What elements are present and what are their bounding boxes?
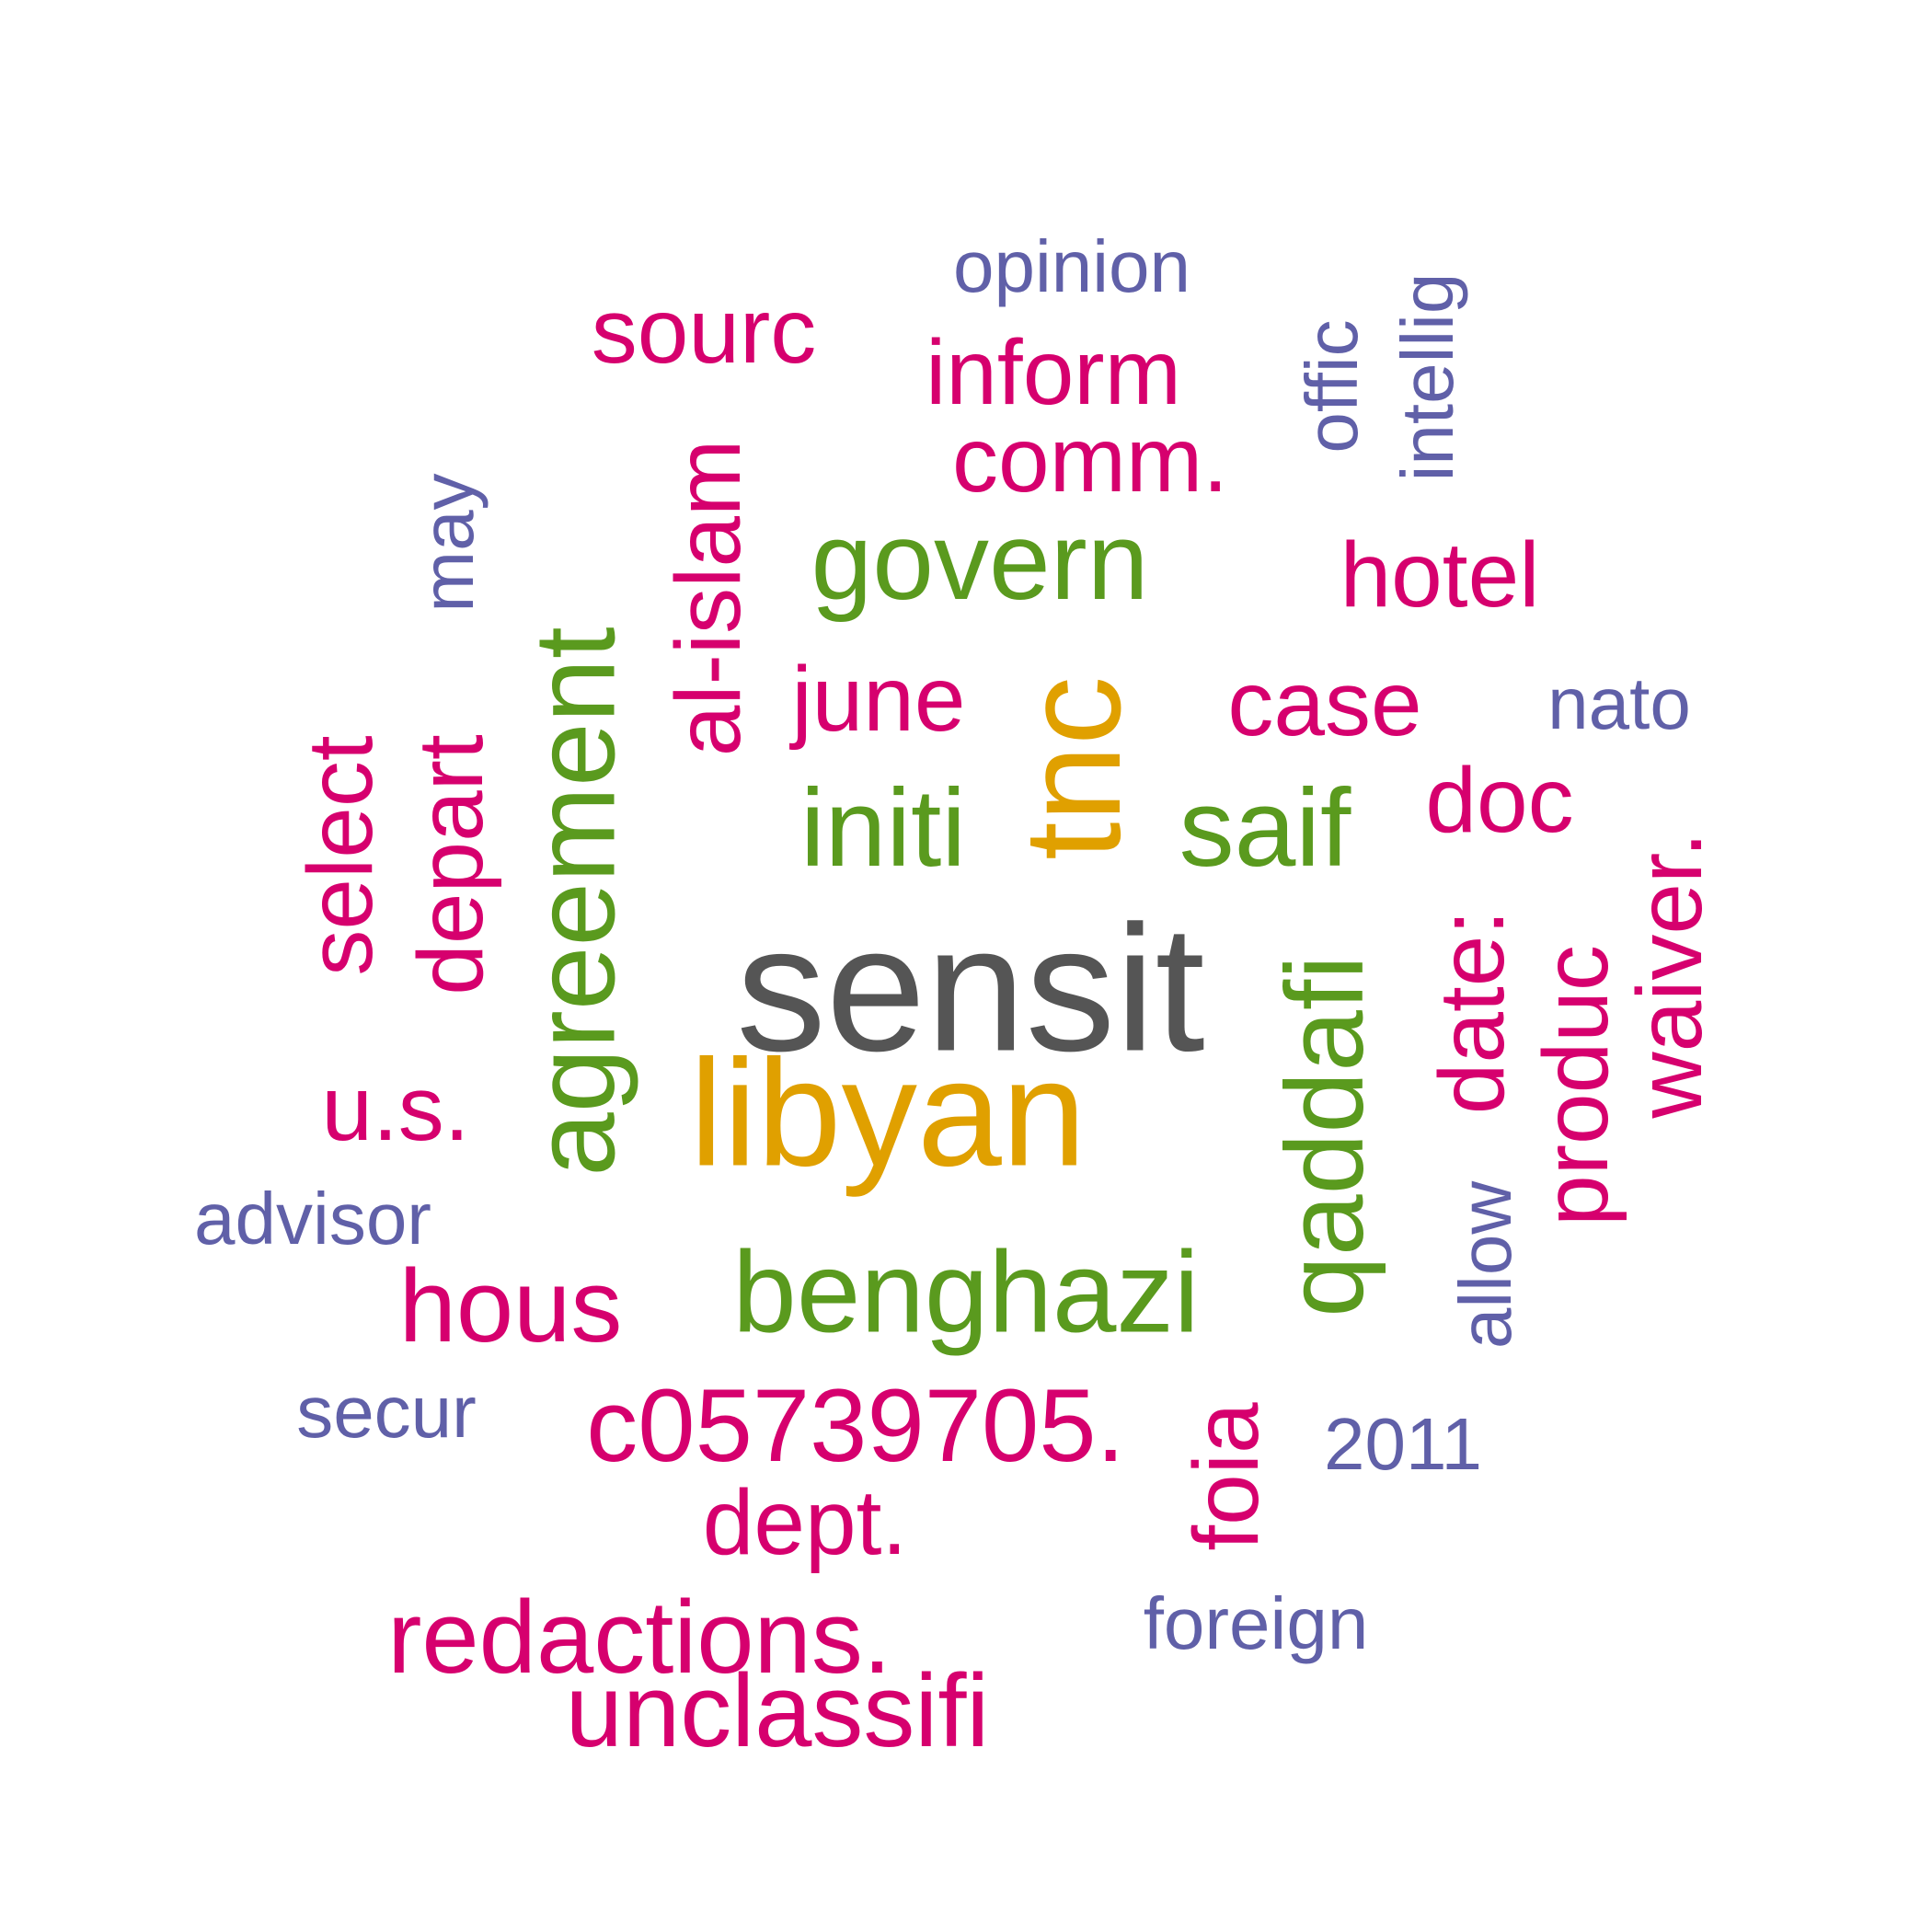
word-nato: nato [1547,662,1691,744]
word-inform: inform [926,321,1181,424]
word-c05739705: c05739705. [586,1368,1125,1483]
word-foia: foia [1175,1402,1278,1551]
word-sourc: sourc [591,280,817,383]
word-case: case [1227,652,1422,755]
word-unclassifi: unclassifi [565,1653,990,1768]
word-sensit: sensit [736,888,1205,1089]
word-comm: comm. [952,408,1228,512]
word-hous: hous [398,1248,623,1363]
word-produc: produc [1524,945,1627,1226]
word-hotel: hotel [1340,523,1540,627]
word-benghazi: benghazi [732,1228,1200,1357]
word-saif: saif [1179,766,1351,890]
word-offic: offic [1291,319,1373,454]
word-june: june [791,648,966,751]
word-al-islam: al-islam [657,439,760,757]
word-may: may [407,473,489,613]
word-redactions: redactions. [387,1580,891,1695]
word-initi: initi [799,766,967,890]
word-qaddafi: qaddafi [1263,955,1386,1317]
word-secur: secur [296,1371,477,1453]
word-govern: govern [811,500,1149,623]
word-advisor: advisor [194,1178,431,1259]
word-u-s: u.s. [321,1057,470,1160]
word-select: select [289,735,392,976]
word-allow: allow [1444,1180,1526,1350]
word-tnc: tnc [995,675,1149,861]
word-opinion: opinion [952,225,1191,307]
word-agreement: agreement [511,627,639,1177]
word-foreign: foreign [1143,1582,1369,1664]
word-depart: depart [399,734,502,995]
word-libyan: libyan [689,1028,1087,1198]
word-intellig: intellig [1386,272,1468,482]
word-doc: doc [1425,749,1574,852]
word-dept: dept. [702,1471,908,1574]
word-waiver: waiver. [1618,832,1721,1119]
word-2011: 2011 [1323,1403,1483,1485]
word-date: date: [1420,909,1524,1115]
